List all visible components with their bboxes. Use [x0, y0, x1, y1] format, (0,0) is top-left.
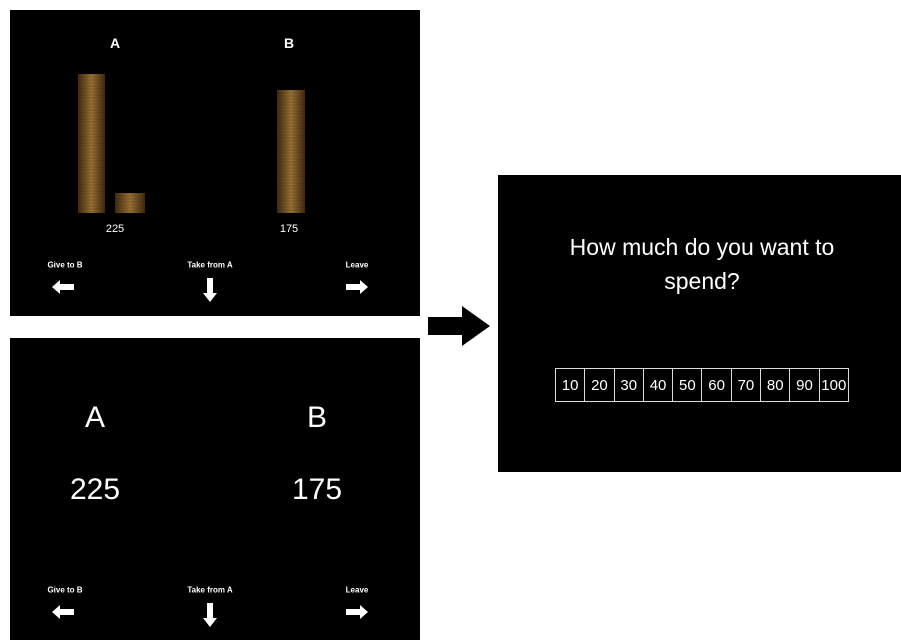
- option: Give to B: [47, 586, 82, 595]
- down-arrow: [203, 603, 217, 627]
- right-arrow: [346, 605, 368, 619]
- scale-option[interactable]: 70: [731, 369, 760, 401]
- question: How much do you want to spend?: [552, 230, 852, 298]
- coin-stack: [277, 90, 305, 213]
- scale-option[interactable]: 10: [556, 369, 584, 401]
- amount: 225: [106, 223, 124, 235]
- label: B: [307, 401, 327, 435]
- scale-option[interactable]: 20: [584, 369, 613, 401]
- option: Take from A: [187, 586, 232, 595]
- scale-option[interactable]: 90: [789, 369, 818, 401]
- label: A: [85, 401, 105, 435]
- transition-arrow: [428, 306, 490, 346]
- coin-stack: [78, 74, 105, 213]
- amount: 175: [280, 223, 298, 235]
- right-arrow: [346, 280, 368, 294]
- coin-stack: [115, 193, 145, 213]
- figure: A B 225 175 Give to B Take from A Leave …: [0, 0, 901, 640]
- option: Give to B: [47, 261, 82, 270]
- option: Take from A: [187, 261, 232, 270]
- scale-option[interactable]: 60: [701, 369, 730, 401]
- amount: 175: [292, 473, 342, 507]
- left-arrow: [52, 605, 74, 619]
- down-arrow: [203, 278, 217, 302]
- scale-option[interactable]: 100: [819, 369, 848, 401]
- coin-screen: [10, 10, 420, 316]
- spend-screen: [498, 175, 901, 472]
- scale-option[interactable]: 50: [672, 369, 701, 401]
- left-arrow: [52, 280, 74, 294]
- scale-option[interactable]: 80: [760, 369, 789, 401]
- label: B: [284, 35, 294, 51]
- option: Leave: [346, 261, 369, 270]
- option: Leave: [346, 586, 369, 595]
- scale-option[interactable]: 30: [614, 369, 643, 401]
- scale-option[interactable]: 40: [643, 369, 672, 401]
- label: A: [110, 35, 120, 51]
- amount: 225: [70, 473, 120, 507]
